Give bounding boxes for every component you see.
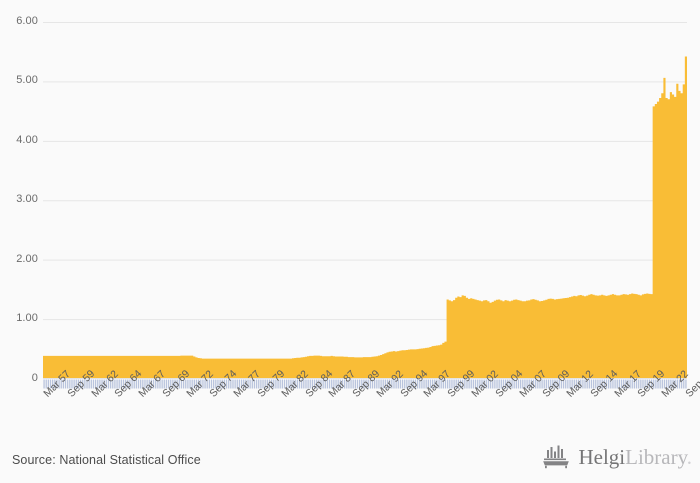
brand-dot: . <box>686 444 692 469</box>
helgi-book-icon <box>543 445 570 469</box>
gridlines <box>43 22 687 321</box>
y-axis-tick-label: 5.00 <box>16 74 38 87</box>
brand-wordmark: HelgiLibrary. <box>578 444 692 469</box>
brand-light-text: Library <box>625 444 687 469</box>
y-axis-tick-label: 4.00 <box>16 133 38 146</box>
y-axis-tick-label: 3.00 <box>16 193 38 206</box>
series-area-fill <box>43 56 687 379</box>
helgi-library-logo[interactable]: HelgiLibrary. <box>541 445 692 469</box>
x-axis-ticks <box>43 379 687 389</box>
y-axis: 0 1.00 2.00 3.00 4.00 5.00 6.00 <box>0 0 38 430</box>
plot-area: 0 1.00 2.00 3.00 4.00 5.00 6.00 Mar 57 Sep 59 Ma… <box>0 0 700 430</box>
y-axis-tick-label: 2.00 <box>16 252 38 265</box>
x-axis: Mar 57 Sep 59 Mar 62 Sep 64 Mar 67 Sep 69 Mar … <box>41 367 700 399</box>
series-area <box>43 56 687 379</box>
chart-footer: Source: National Statistical Office Helg… <box>0 430 700 483</box>
y-axis-tick-label: 1.00 <box>16 312 38 325</box>
brand-strong-text: Helgi <box>578 444 626 469</box>
y-axis-tick-label: 0 <box>31 371 38 384</box>
y-axis-tick-label: 6.00 <box>16 15 38 27</box>
area-chart-svg <box>43 22 687 389</box>
source-label: Source: National Statistical Office <box>12 453 201 467</box>
